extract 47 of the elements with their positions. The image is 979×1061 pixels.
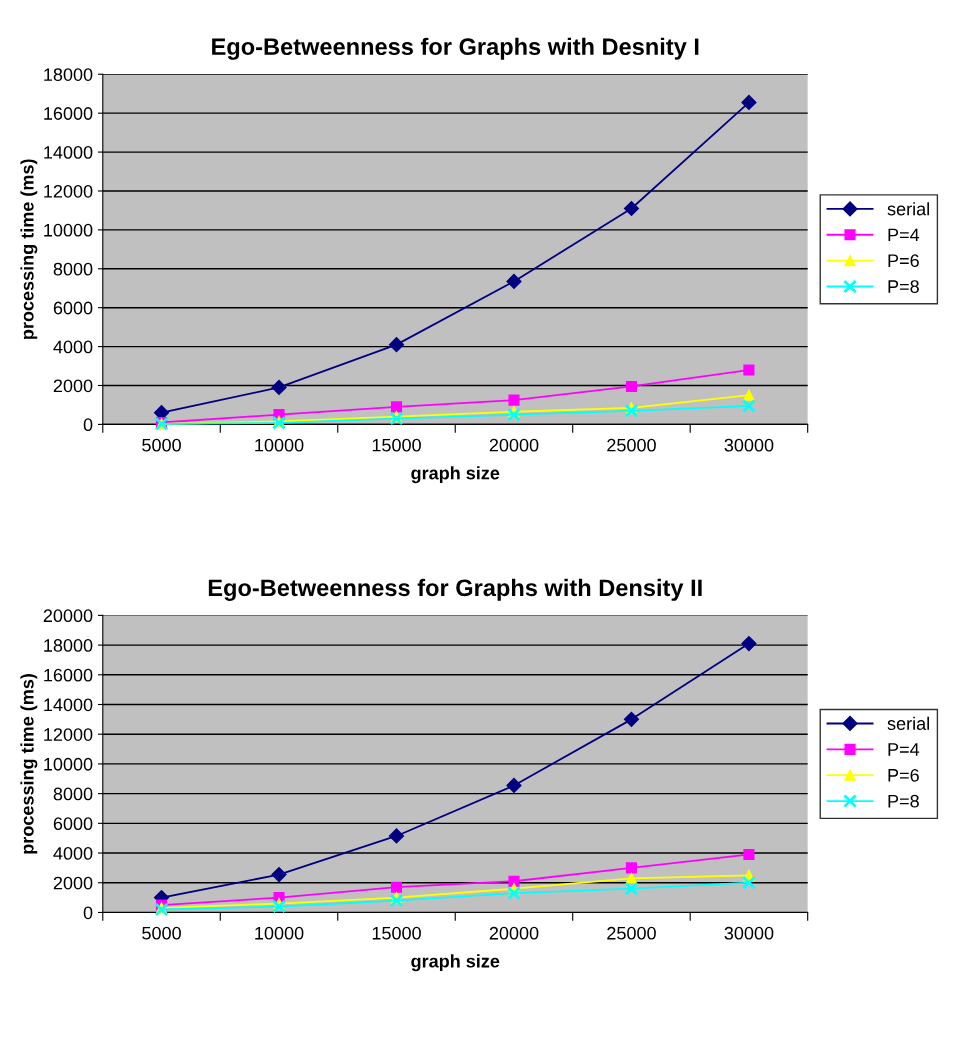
- y-tick-label: 16000: [44, 107, 93, 120]
- y-tick-label: 4000: [53, 846, 93, 860]
- x-tick-label: 30000: [724, 438, 774, 452]
- x-tick-label: 15000: [372, 438, 421, 452]
- x-tick-label: 10000: [255, 926, 304, 940]
- legend-label: P=6: [888, 768, 919, 782]
- x-tick-label: 5000: [142, 926, 181, 940]
- y-tick-label: 18000: [44, 639, 93, 652]
- y-tick-label: 12000: [44, 184, 93, 198]
- y-tick-label: 10000: [44, 223, 93, 237]
- y-tick-label: 20000: [43, 609, 93, 623]
- y-tick-label: 16000: [44, 668, 93, 682]
- y-tick-label: 14000: [44, 146, 93, 159]
- y-tick-label: 2000: [53, 876, 93, 890]
- y-tick-label: 2000: [53, 379, 93, 393]
- y-tick-label: 6000: [53, 817, 93, 831]
- x-tick-label: 30000: [724, 926, 774, 940]
- y-tick-label: 14000: [44, 698, 93, 712]
- legend-label: P=6: [888, 254, 919, 268]
- x-tick-label: 10000: [255, 438, 304, 452]
- legend-label: serial: [887, 716, 929, 730]
- y-tick-label: 0: [83, 418, 93, 432]
- legend-label: P=4: [888, 743, 920, 756]
- y-tick-label: 10000: [44, 757, 93, 771]
- legend-label: P=4: [888, 228, 920, 242]
- x-tick-label: 20000: [489, 926, 539, 940]
- x-tick-label: 15000: [372, 926, 421, 940]
- chart-title: Ego-Betweenness for Graphs with Density II: [208, 578, 702, 601]
- y-tick-label: 8000: [53, 787, 93, 801]
- legend-label: P=8: [888, 794, 919, 808]
- legend-label: P=8: [888, 280, 919, 293]
- y-tick-label: 4000: [53, 340, 93, 354]
- y-tick-label: 8000: [53, 262, 93, 276]
- y-tick-label: 12000: [44, 728, 93, 741]
- y-tick-label: 6000: [53, 301, 93, 315]
- x-tick-label: 5000: [142, 438, 181, 452]
- y-axis-title: processing time (ms): [20, 159, 38, 339]
- chart-title: Ego-Betweenness for Graphs with Desnity I: [212, 37, 699, 60]
- x-axis-title: graph size: [411, 954, 500, 972]
- x-tick-label: 25000: [607, 926, 656, 940]
- x-tick-label: 20000: [489, 438, 539, 452]
- x-axis-title: graph size: [411, 466, 500, 484]
- x-tick-label: 25000: [607, 438, 656, 452]
- y-tick-label: 18000: [44, 68, 93, 81]
- y-axis-title: processing time (ms): [20, 674, 38, 854]
- y-tick-label: 0: [83, 906, 93, 920]
- legend-label: serial: [887, 202, 929, 216]
